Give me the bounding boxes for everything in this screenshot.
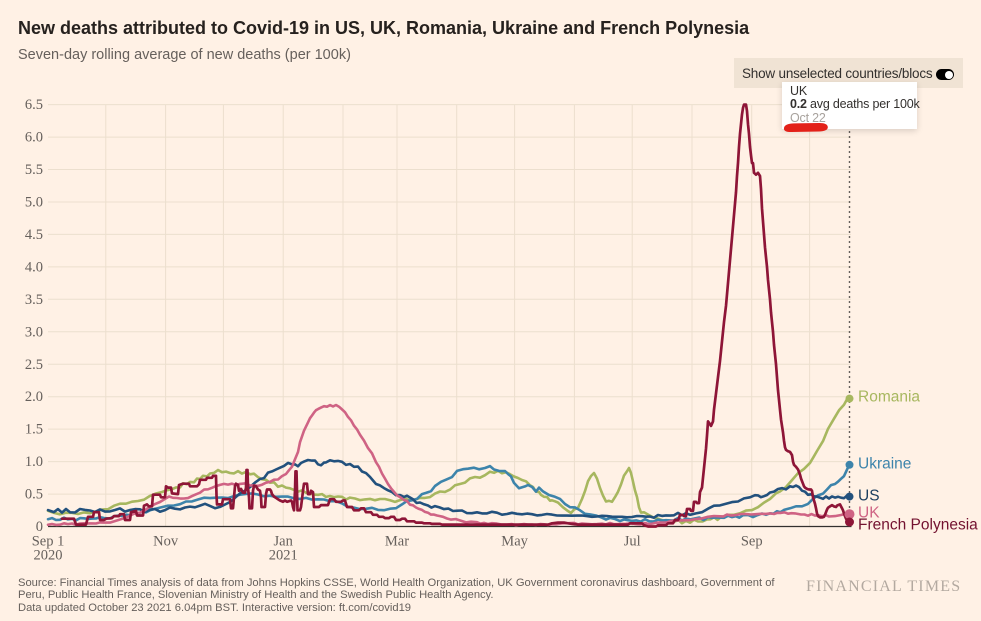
svg-text:2020: 2020 [34,548,63,564]
svg-text:1.0: 1.0 [25,454,43,470]
svg-text:2.5: 2.5 [25,357,43,373]
svg-text:May: May [501,534,528,550]
svg-text:UK: UK [858,505,880,522]
svg-text:3.0: 3.0 [25,324,43,340]
svg-text:Mar: Mar [385,534,409,550]
svg-text:3.5: 3.5 [25,292,43,308]
svg-text:US: US [858,488,880,505]
svg-text:Jan: Jan [274,534,294,550]
svg-text:6.0: 6.0 [25,130,43,146]
svg-text:Sep 1: Sep 1 [32,534,65,550]
svg-text:Nov: Nov [153,534,179,550]
svg-text:0: 0 [36,519,43,535]
svg-text:French Polynesia: French Polynesia [858,517,978,534]
svg-text:5.5: 5.5 [25,162,43,178]
svg-text:2.0: 2.0 [25,389,43,405]
svg-text:6.5: 6.5 [25,97,43,113]
svg-text:4.0: 4.0 [25,259,43,275]
svg-text:5.0: 5.0 [25,195,43,211]
svg-text:Jul: Jul [624,534,641,550]
svg-text:Sep: Sep [741,534,763,550]
svg-text:4.5: 4.5 [25,227,43,243]
svg-text:0.5: 0.5 [25,487,43,503]
svg-text:1.5: 1.5 [25,422,43,438]
svg-text:Ukraine: Ukraine [858,456,911,473]
svg-text:Romania: Romania [858,389,920,406]
svg-text:2021: 2021 [269,548,298,564]
